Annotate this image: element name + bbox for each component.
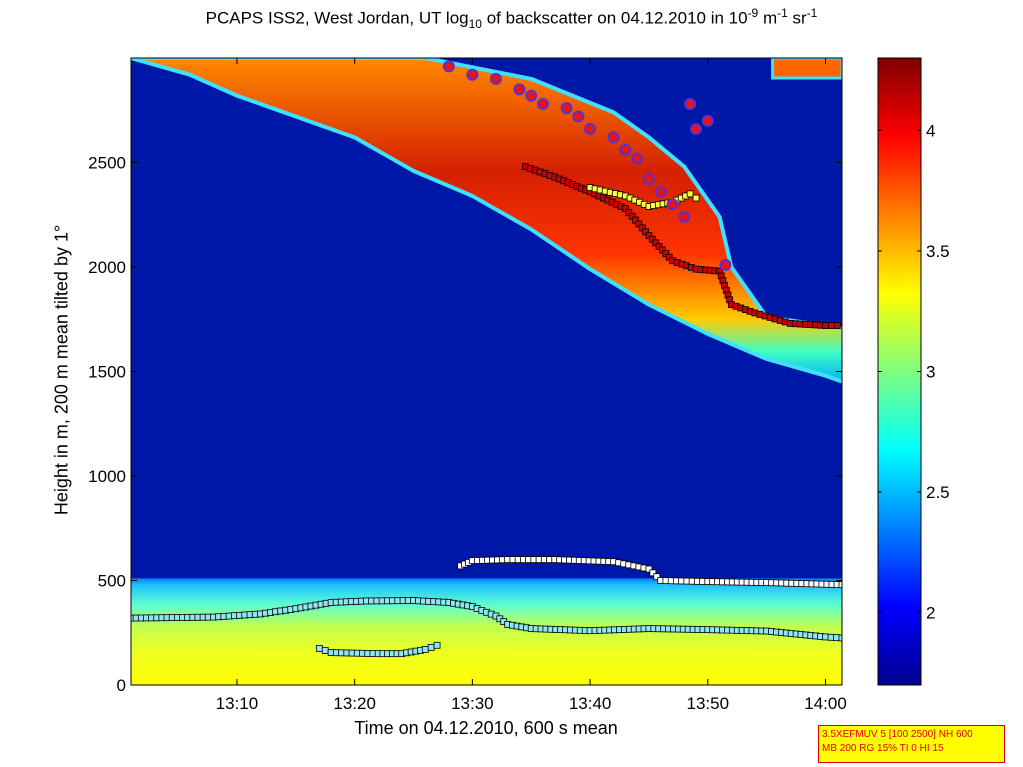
data-point — [619, 143, 632, 156]
y-tick-label: 2000 — [88, 258, 126, 277]
elevated-aerosol-plume — [131, 58, 842, 384]
colorbar-tick-label: 3.5 — [926, 242, 950, 261]
x-tick-label: 13:40 — [569, 694, 612, 713]
data-point — [427, 643, 435, 651]
data-point — [537, 97, 550, 110]
data-point — [833, 322, 841, 329]
data-point — [525, 89, 538, 102]
x-tick-label: 14:00 — [804, 694, 847, 713]
colorbar-tick-label: 3 — [926, 363, 935, 382]
colorbar-scale — [877, 57, 922, 686]
data-point — [631, 152, 644, 165]
data-point — [433, 641, 441, 649]
data-point — [560, 102, 573, 115]
data-point — [686, 190, 694, 198]
y-tick-label: 1000 — [88, 467, 126, 486]
data-point — [653, 573, 661, 581]
data-point — [838, 581, 842, 589]
data-point — [321, 647, 329, 654]
data-point — [838, 634, 842, 642]
colorbar-tick-label: 2 — [926, 604, 935, 623]
y-tick-label: 1500 — [88, 363, 126, 382]
x-axis-label: Time on 04.12.2010, 600 s mean — [354, 718, 618, 738]
data-point — [828, 322, 835, 329]
data-point — [513, 83, 526, 96]
marker-series-3 — [457, 556, 842, 589]
colorbar-tick-label: 4 — [926, 121, 935, 140]
marker-series-2 — [315, 641, 441, 658]
data-point — [421, 646, 429, 653]
x-tick-label: 13:50 — [687, 694, 730, 713]
chart-title: PCAPS ISS2, West Jordan, UT log10 of bac… — [205, 6, 818, 32]
upper-right-aerosol-patch — [771, 58, 842, 80]
processing-info-box: 3.5XEFMUV 5 [100 2500] NH 600 MB 200 RG … — [818, 725, 1005, 763]
data-point — [684, 97, 697, 110]
data-point — [572, 110, 585, 123]
y-tick-label: 500 — [98, 572, 126, 591]
data-point — [645, 565, 653, 573]
x-tick-label: 13:30 — [451, 694, 494, 713]
data-point — [822, 322, 829, 329]
x-tick-label: 13:20 — [333, 694, 376, 713]
info-line-1: 3.5XEFMUV 5 [100 2500] NH 600 — [822, 729, 973, 740]
y-tick-label: 0 — [117, 676, 126, 695]
colorbar-tick-label: 2.5 — [926, 483, 950, 502]
info-line-2: MB 200 RG 15% TI 0 HI 15 — [822, 743, 944, 754]
data-point — [692, 194, 700, 202]
x-tick-label: 13:10 — [216, 694, 259, 713]
y-tick-label: 2500 — [88, 154, 126, 173]
data-point — [649, 569, 657, 577]
data-point — [466, 68, 479, 81]
marker-series-1 — [131, 597, 842, 642]
plot-area: 13:10 13:20 13:30 13:40 13:50 14:00 0 500 1000 15… — [88, 57, 847, 713]
data-point — [654, 185, 667, 198]
data-point — [315, 645, 323, 652]
data-point — [719, 258, 732, 271]
data-point — [489, 72, 502, 85]
colorbar: 2 2.5 3 3.5 4 — [877, 57, 950, 686]
data-point — [607, 131, 620, 144]
data-point — [584, 123, 597, 136]
data-point — [690, 123, 703, 136]
data-point — [678, 210, 691, 223]
marker-series-5 — [586, 184, 700, 210]
data-point — [442, 60, 455, 73]
marker-series-6 — [442, 60, 732, 271]
data-point — [701, 114, 714, 127]
data-point — [666, 198, 679, 211]
data-point — [642, 173, 655, 186]
